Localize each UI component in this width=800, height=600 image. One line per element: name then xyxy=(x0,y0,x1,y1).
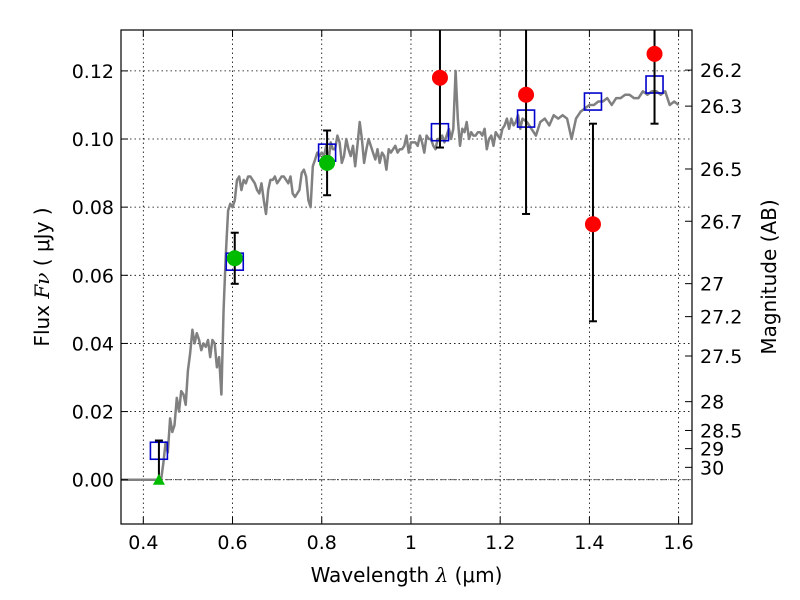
x-tick-label-6: 1.6 xyxy=(664,532,694,554)
magnitude-axis-label: Magnitude (AB) xyxy=(757,199,781,354)
x-axis-label-unit: (μm) xyxy=(455,563,503,587)
data-marks-layer xyxy=(149,30,664,485)
model-square-5 xyxy=(583,92,603,111)
x-axis-label-text: Wavelength xyxy=(311,563,430,587)
red-point-0 xyxy=(431,69,448,86)
x-tick-label-3: 1 xyxy=(405,532,417,554)
y-axis-label-symbol: Fν xyxy=(30,273,54,300)
mag-tick-label-9: 29 xyxy=(700,439,724,461)
mag-tick-label-7: 28 xyxy=(700,392,724,414)
x-axis-label: Wavelength λ (μm) xyxy=(311,563,503,587)
x-axis-label-symbol: λ xyxy=(435,563,449,587)
ticks-layer: 0.4 0.6 0.8 1 1.2 1.4 1.6 0.00 0.02 0.04 0.06 0.08 0… xyxy=(72,30,742,554)
mag-tick-label-2: 26.5 xyxy=(700,159,742,181)
y-tick-label-5: 0.10 xyxy=(72,129,114,151)
red-point-3 xyxy=(646,45,663,62)
y-tick-label-3: 0.06 xyxy=(72,265,114,287)
y-axis-label: Flux Fν ( μJy ) xyxy=(30,207,54,346)
mag-tick-label-6: 27.5 xyxy=(700,346,742,368)
y-tick-label-2: 0.04 xyxy=(72,333,114,355)
mag-tick-label-1: 26.3 xyxy=(700,96,742,118)
x-tick-label-0: 0.4 xyxy=(128,532,158,554)
y-tick-label-4: 0.08 xyxy=(72,197,114,219)
x-tick-label-4: 1.2 xyxy=(485,532,515,554)
y-tick-label-1: 0.02 xyxy=(72,402,114,424)
green-point-1 xyxy=(319,154,336,171)
green-point-0 xyxy=(226,250,243,267)
mag-tick-label-0: 26.2 xyxy=(700,60,742,82)
y-tick-label-0: 0.00 xyxy=(72,470,114,492)
mag-tick-label-5: 27.2 xyxy=(700,307,742,329)
plot-frame xyxy=(120,29,693,525)
mag-tick-label-3: 26.7 xyxy=(700,211,742,233)
x-tick-label-1: 0.6 xyxy=(217,532,247,554)
y-axis-label-unit: ( μJy ) xyxy=(30,207,54,266)
red-point-1 xyxy=(518,86,535,103)
upper-limit-triangle-0 xyxy=(152,473,165,485)
mag-tick-label-4: 27 xyxy=(700,274,724,296)
x-tick-label-5: 1.4 xyxy=(574,532,604,554)
x-tick-label-2: 0.8 xyxy=(307,532,337,554)
grid xyxy=(121,30,692,524)
red-point-2 xyxy=(584,216,601,233)
y-tick-label-6: 0.12 xyxy=(72,61,114,83)
mag-tick-label-10: 30 xyxy=(700,457,724,479)
mag-tick-label-8: 28.5 xyxy=(700,420,742,442)
y-axis-label-text: Flux xyxy=(30,305,54,347)
